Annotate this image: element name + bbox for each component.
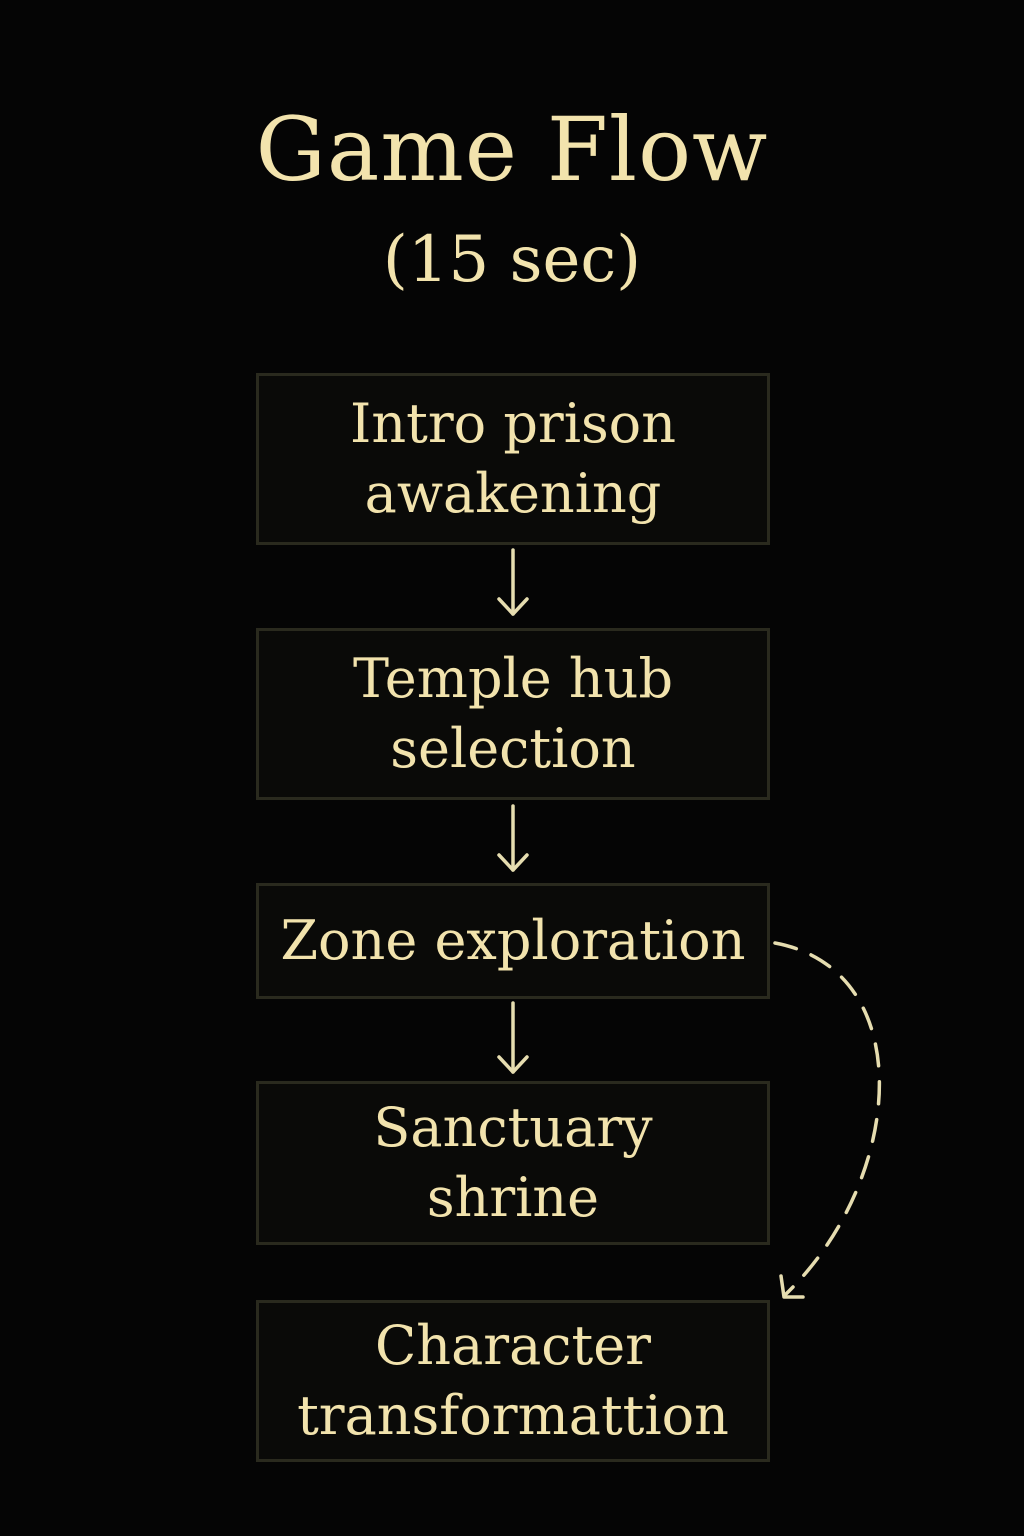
diagram-subtitle: (15 sec) — [382, 223, 642, 297]
down-arrow-icon — [497, 548, 529, 616]
down-arrow-icon — [497, 804, 529, 872]
diagram-title: Game Flow — [255, 98, 769, 201]
flow-step-label-line2: transformattion — [297, 1384, 729, 1447]
flow-step-sanctuary-shrine: Sanctuary shrine — [256, 1081, 770, 1245]
flow-step-intro-prison: Intro prison awakening — [256, 373, 770, 545]
dashed-curved-arrow-icon — [773, 941, 882, 1299]
flow-step-label-line1: Temple hub — [352, 647, 674, 710]
flow-step-label-line1: Sanctuary — [373, 1096, 653, 1159]
flow-step-label-line1: Intro prison — [350, 392, 676, 455]
flow-step-label-line2: selection — [390, 717, 636, 780]
flow-step-label-line2: awakening — [364, 462, 662, 525]
flow-step-label-line1: Zone exploration — [280, 909, 746, 972]
flow-step-character-transformation: Character transformattion — [256, 1300, 770, 1462]
down-arrow-icon — [497, 1001, 529, 1074]
flow-step-label-line2: shrine — [426, 1166, 600, 1229]
flow-step-temple-hub: Temple hub selection — [256, 628, 770, 800]
flow-step-zone-exploration: Zone exploration — [256, 883, 770, 999]
flow-step-label-line1: Character — [374, 1314, 651, 1377]
